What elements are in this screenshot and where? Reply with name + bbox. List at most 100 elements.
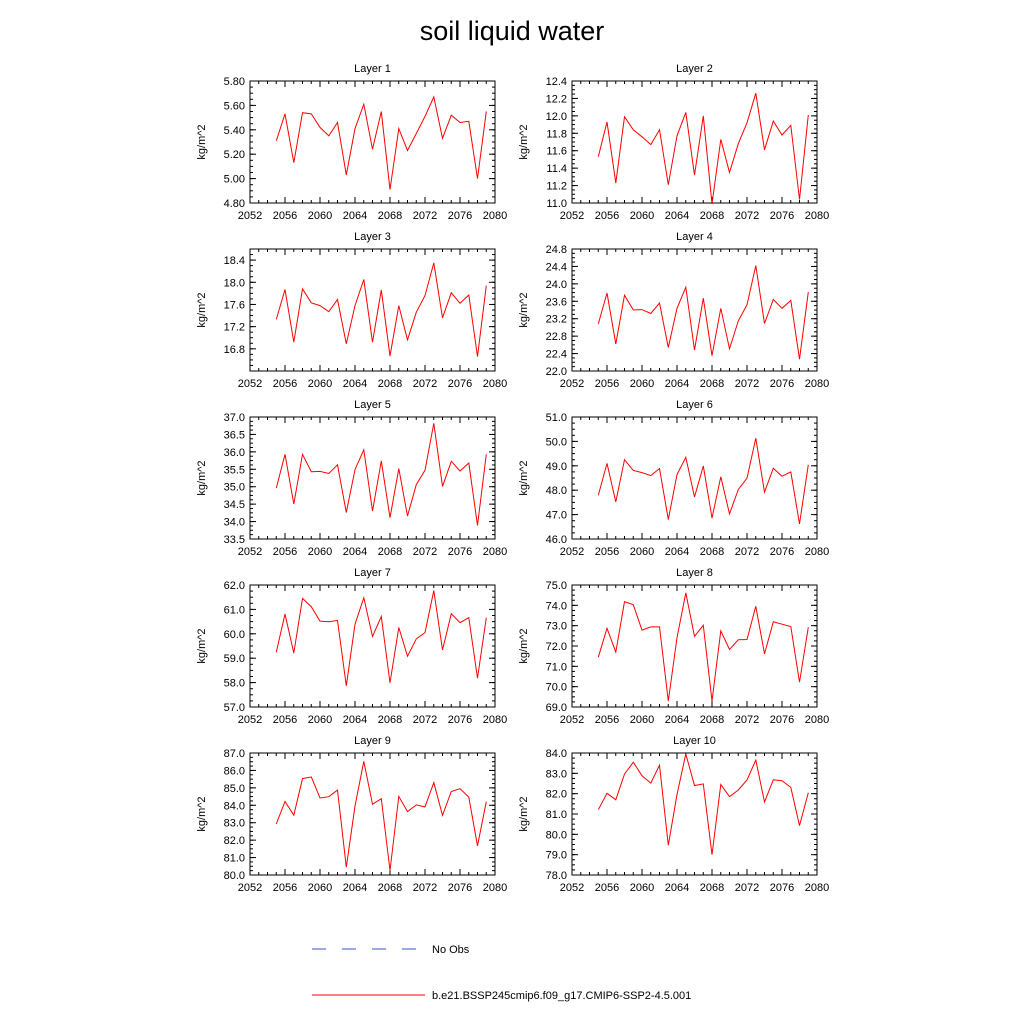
x-tick-label: 2052 <box>560 882 584 894</box>
y-tick-label: 78.0 <box>546 870 567 882</box>
x-tick-label: 2060 <box>308 210 332 222</box>
x-tick-label: 2072 <box>413 210 437 222</box>
x-tick-label: 2068 <box>700 882 724 894</box>
x-tick-label: 2080 <box>483 546 507 558</box>
y-tick-label: 5.00 <box>224 174 245 186</box>
x-tick-label: 2064 <box>665 714 689 726</box>
y-tick-label: 11.0 <box>546 198 567 210</box>
x-tick-label: 2060 <box>308 882 332 894</box>
y-tick-label: 11.4 <box>546 163 567 175</box>
x-tick-label: 2068 <box>378 546 402 558</box>
x-tick-label: 2060 <box>630 714 654 726</box>
x-tick-label: 2052 <box>238 378 262 390</box>
y-tick-label: 47.0 <box>546 510 567 522</box>
series-line-layer-4 <box>597 265 809 360</box>
y-tick-label: 57.0 <box>224 702 245 714</box>
x-tick-label: 2064 <box>665 546 689 558</box>
panel-title-layer-9: Layer 9 <box>354 735 391 747</box>
y-tick-label: 81.0 <box>224 853 245 865</box>
x-tick-label: 2072 <box>413 378 437 390</box>
y-tick-label: 72.0 <box>546 641 567 653</box>
x-tick-label: 2052 <box>238 714 262 726</box>
x-tick-label: 2056 <box>595 210 619 222</box>
panel-title-layer-2: Layer 2 <box>676 63 713 75</box>
panel-layer-2: Layer 2 11.0 11.2 11.4 11.6 11.8 12.0 12.2 12.4 2… <box>518 63 829 222</box>
y-tick-label: 22.0 <box>546 366 567 378</box>
x-tick-label: 2056 <box>595 882 619 894</box>
x-tick-label: 2056 <box>273 546 297 558</box>
x-tick-label: 2076 <box>770 210 794 222</box>
y-tick-label: 84.0 <box>546 748 567 760</box>
x-tick-label: 2060 <box>630 546 654 558</box>
x-tick-label: 2064 <box>665 378 689 390</box>
plot-frame-layer-1 <box>249 80 496 204</box>
y-tick-label: 58.0 <box>224 678 245 690</box>
x-tick-label: 2064 <box>343 378 367 390</box>
y-tick-label: 81.0 <box>546 809 567 821</box>
y-tick-label: 24.0 <box>546 279 567 291</box>
y-axis-label-layer-7: kg/m^2 <box>196 628 208 663</box>
x-tick-label: 2072 <box>735 210 759 222</box>
x-tick-label: 2056 <box>595 546 619 558</box>
y-tick-label: 82.0 <box>546 789 567 801</box>
panel-title-layer-3: Layer 3 <box>354 231 391 243</box>
series-line-layer-5 <box>275 423 487 526</box>
y-tick-label: 34.0 <box>224 517 245 529</box>
x-tick-label: 2068 <box>700 546 724 558</box>
y-tick-label: 80.0 <box>224 870 245 882</box>
y-tick-label: 22.8 <box>546 331 567 343</box>
y-tick-label: 35.5 <box>224 464 245 476</box>
y-tick-label: 85.0 <box>224 783 245 795</box>
series-line-layer-2 <box>597 93 809 204</box>
panel-title-layer-10: Layer 10 <box>673 735 716 747</box>
y-tick-label: 33.5 <box>224 534 245 546</box>
y-tick-label: 84.0 <box>224 800 245 812</box>
y-tick-label: 83.0 <box>224 818 245 830</box>
y-tick-label: 11.6 <box>546 146 567 158</box>
series-line-layer-1 <box>275 95 487 190</box>
y-tick-label: 12.2 <box>546 93 567 105</box>
x-tick-label: 2068 <box>378 714 402 726</box>
y-tick-label: 11.8 <box>546 128 567 140</box>
y-tick-label: 71.0 <box>546 661 567 673</box>
panels-group: Layer 1 4.80 5.00 5.20 5.40 5.60 5.80 2052 2056 2… <box>196 63 829 894</box>
x-tick-label: 2080 <box>805 210 829 222</box>
x-tick-label: 2072 <box>735 882 759 894</box>
x-tick-label: 2056 <box>273 882 297 894</box>
legend-obs-label: No Obs <box>432 944 470 956</box>
x-tick-label: 2072 <box>413 546 437 558</box>
x-tick-label: 2060 <box>308 546 332 558</box>
panel-title-layer-5: Layer 5 <box>354 399 391 411</box>
x-tick-label: 2064 <box>343 714 367 726</box>
panel-title-layer-6: Layer 6 <box>676 399 713 411</box>
y-tick-label: 18.4 <box>224 255 245 267</box>
panel-title-layer-4: Layer 4 <box>676 231 713 243</box>
x-tick-label: 2064 <box>665 882 689 894</box>
y-tick-label: 24.8 <box>546 244 567 256</box>
plot-frame-layer-9 <box>249 752 496 876</box>
y-tick-label: 70.0 <box>546 682 567 694</box>
x-tick-label: 2080 <box>805 546 829 558</box>
plot-frame-layer-5 <box>249 416 496 540</box>
y-axis-label-layer-3: kg/m^2 <box>196 292 208 327</box>
panel-title-layer-1: Layer 1 <box>354 63 391 75</box>
y-tick-label: 59.0 <box>224 653 245 665</box>
x-tick-label: 2060 <box>308 714 332 726</box>
y-tick-label: 61.0 <box>224 604 245 616</box>
x-tick-label: 2072 <box>735 378 759 390</box>
y-tick-label: 87.0 <box>224 748 245 760</box>
x-tick-label: 2076 <box>770 714 794 726</box>
y-tick-label: 34.5 <box>224 499 245 511</box>
y-tick-label: 16.8 <box>224 344 245 356</box>
x-tick-label: 2052 <box>238 546 262 558</box>
x-tick-label: 2068 <box>378 882 402 894</box>
y-tick-label: 36.5 <box>224 429 245 441</box>
plot-frame-layer-4 <box>571 248 818 372</box>
x-tick-label: 2080 <box>483 714 507 726</box>
y-tick-label: 4.80 <box>224 198 245 210</box>
series-line-layer-8 <box>597 592 809 702</box>
y-axis-label-layer-2: kg/m^2 <box>518 124 530 159</box>
x-tick-label: 2064 <box>343 882 367 894</box>
y-tick-label: 79.0 <box>546 850 567 862</box>
